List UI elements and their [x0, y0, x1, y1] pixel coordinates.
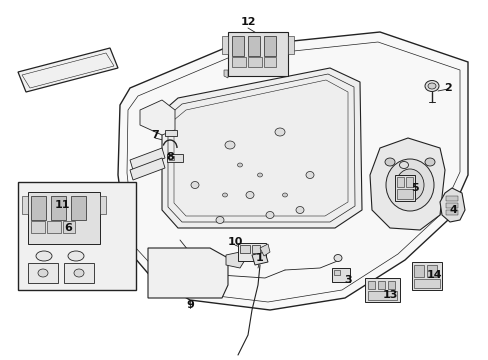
Bar [51, 196, 66, 220]
Text: 5: 5 [410, 183, 418, 193]
Bar [367, 281, 374, 289]
Bar [22, 196, 28, 214]
Polygon shape [439, 188, 464, 222]
Ellipse shape [68, 251, 84, 261]
Bar [75, 222, 87, 228]
Text: 11: 11 [54, 200, 70, 210]
Bar [445, 203, 457, 208]
Ellipse shape [74, 269, 84, 277]
Polygon shape [18, 48, 118, 92]
Text: 13: 13 [382, 290, 397, 300]
Polygon shape [140, 100, 175, 135]
Ellipse shape [395, 169, 423, 201]
Ellipse shape [274, 128, 285, 136]
Bar [396, 189, 412, 199]
Ellipse shape [38, 269, 48, 277]
Ellipse shape [265, 211, 273, 219]
Bar [238, 243, 265, 261]
Ellipse shape [399, 162, 407, 168]
Bar [100, 196, 106, 214]
Bar [287, 36, 293, 54]
Polygon shape [224, 70, 227, 78]
Text: 2: 2 [443, 83, 451, 93]
Text: 12: 12 [240, 17, 255, 27]
Bar [164, 130, 177, 136]
Text: 1: 1 [256, 253, 264, 263]
Bar [247, 36, 260, 56]
Polygon shape [225, 252, 244, 268]
Bar [222, 36, 227, 54]
Bar [264, 36, 275, 56]
Bar [31, 196, 46, 220]
Ellipse shape [36, 251, 52, 261]
Bar [63, 221, 75, 233]
Ellipse shape [385, 159, 433, 211]
Bar [47, 221, 61, 233]
Bar [426, 265, 436, 277]
Polygon shape [148, 248, 227, 298]
Bar [28, 263, 58, 283]
Bar [247, 57, 262, 67]
Bar [405, 177, 412, 187]
Bar [31, 221, 45, 233]
Text: 6: 6 [64, 223, 72, 233]
Bar [64, 263, 94, 283]
Ellipse shape [424, 81, 438, 91]
Text: 4: 4 [448, 205, 456, 215]
Bar [411, 262, 441, 290]
Bar [227, 32, 287, 76]
Text: 9: 9 [185, 300, 194, 310]
Polygon shape [251, 252, 267, 265]
Bar [394, 175, 414, 201]
Ellipse shape [305, 171, 313, 179]
Bar [413, 265, 423, 277]
Ellipse shape [257, 173, 262, 177]
Bar [240, 245, 249, 253]
Bar [445, 210, 457, 215]
Text: 10: 10 [227, 237, 242, 247]
Bar [169, 156, 174, 160]
Bar [28, 192, 100, 244]
Polygon shape [162, 68, 361, 228]
Bar [167, 154, 183, 162]
Bar [231, 57, 245, 67]
Polygon shape [130, 158, 164, 180]
Bar [445, 196, 457, 201]
Bar [231, 36, 244, 56]
Ellipse shape [384, 158, 394, 166]
Ellipse shape [427, 83, 435, 89]
Polygon shape [369, 138, 444, 230]
Bar [331, 268, 349, 282]
Bar [364, 278, 399, 302]
Text: 3: 3 [344, 275, 351, 285]
Bar [333, 270, 339, 275]
Ellipse shape [295, 207, 304, 213]
Ellipse shape [191, 181, 199, 189]
Polygon shape [130, 148, 164, 170]
Text: 7: 7 [151, 130, 159, 140]
Bar [377, 281, 384, 289]
Ellipse shape [282, 193, 287, 197]
Bar [71, 196, 86, 220]
Ellipse shape [216, 216, 224, 224]
Bar [251, 245, 260, 253]
Ellipse shape [424, 158, 434, 166]
Text: 14: 14 [427, 270, 442, 280]
Bar [413, 279, 439, 288]
Bar [367, 291, 396, 300]
Bar [396, 177, 403, 187]
Polygon shape [118, 32, 467, 310]
Ellipse shape [224, 141, 235, 149]
Bar [264, 57, 275, 67]
Polygon shape [260, 244, 269, 256]
Ellipse shape [237, 163, 242, 167]
Ellipse shape [333, 255, 341, 261]
Bar [18, 182, 136, 290]
Ellipse shape [222, 193, 227, 197]
Ellipse shape [245, 192, 253, 198]
Text: 8: 8 [166, 152, 174, 162]
Bar [387, 281, 394, 289]
